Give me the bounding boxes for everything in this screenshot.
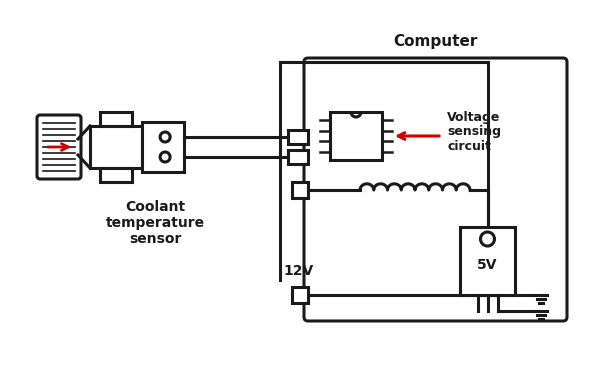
- Bar: [292, 182, 308, 198]
- Bar: [460, 227, 515, 295]
- Circle shape: [160, 132, 170, 142]
- Text: 5V: 5V: [477, 258, 498, 272]
- Bar: [90, 126, 142, 168]
- Bar: [288, 130, 308, 144]
- Circle shape: [160, 152, 170, 162]
- Bar: [100, 168, 131, 182]
- FancyBboxPatch shape: [37, 115, 81, 179]
- Bar: [100, 112, 131, 126]
- FancyBboxPatch shape: [304, 58, 567, 321]
- Text: Computer: Computer: [394, 34, 478, 49]
- Text: 12V: 12V: [283, 264, 313, 278]
- Text: Coolant
temperature
sensor: Coolant temperature sensor: [106, 200, 205, 246]
- Bar: [142, 122, 184, 172]
- Bar: [288, 150, 308, 164]
- Bar: [330, 112, 382, 160]
- Bar: [292, 287, 308, 303]
- Text: Voltage
sensing
circuit: Voltage sensing circuit: [447, 111, 501, 153]
- Circle shape: [481, 232, 494, 246]
